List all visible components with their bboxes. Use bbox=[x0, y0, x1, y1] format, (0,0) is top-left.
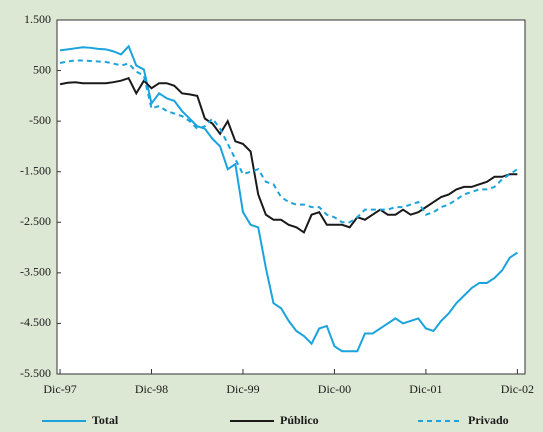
y-tick-label: -1.500 bbox=[20, 163, 51, 177]
legend-label: Privado bbox=[468, 413, 509, 427]
y-tick-label: -500 bbox=[29, 113, 51, 127]
series-line bbox=[59, 44, 518, 353]
x-tick-label: Dic-98 bbox=[135, 382, 168, 396]
y-tick-label: -4.500 bbox=[20, 315, 51, 329]
y-tick-label: 1.500 bbox=[24, 12, 51, 26]
legend-label: Total bbox=[92, 413, 119, 427]
x-tick-label: Dic-99 bbox=[226, 382, 259, 396]
series-line bbox=[59, 76, 518, 234]
legend-label: Público bbox=[280, 413, 319, 427]
x-tick-label: Dic-02 bbox=[501, 382, 534, 396]
y-tick-label: -5.500 bbox=[20, 366, 51, 380]
x-tick-label: Dic-01 bbox=[409, 382, 442, 396]
y-tick-label: -2.500 bbox=[20, 214, 51, 228]
y-tick-label: -3.500 bbox=[20, 265, 51, 279]
plot-area bbox=[56, 19, 526, 375]
y-tick-label: 500 bbox=[33, 62, 51, 76]
x-tick-label: Dic-00 bbox=[318, 382, 351, 396]
x-tick-label: Dic-97 bbox=[43, 382, 76, 396]
